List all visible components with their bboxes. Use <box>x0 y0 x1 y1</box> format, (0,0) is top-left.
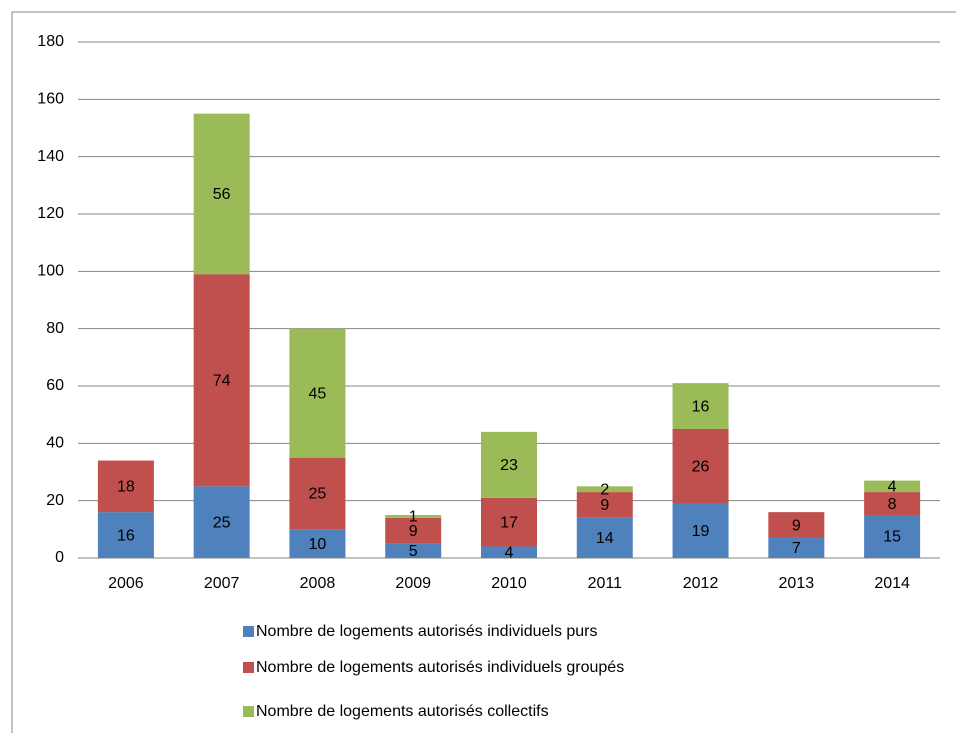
data-label: 5 <box>409 543 418 560</box>
bar-segment <box>385 543 442 558</box>
x-tick-label: 2007 <box>204 575 240 592</box>
bar-segment <box>481 431 537 498</box>
bar-segment <box>97 460 154 513</box>
bar-segment <box>576 486 633 493</box>
data-label: 8 <box>888 496 897 513</box>
x-tick-label: 2012 <box>683 575 719 592</box>
y-tick-label: 20 <box>46 492 64 509</box>
y-tick-label: 60 <box>46 377 64 394</box>
x-tick-label: 2011 <box>588 575 623 592</box>
bar-segment <box>672 503 729 558</box>
bar-segment <box>97 512 154 558</box>
bar-segment <box>193 274 250 487</box>
legend-swatch <box>243 706 254 717</box>
y-tick-label: 80 <box>46 320 64 337</box>
bar-segment <box>672 429 729 504</box>
y-tick-label: 140 <box>37 148 64 165</box>
y-tick-label: 40 <box>46 435 64 452</box>
y-tick-label: 160 <box>37 91 64 108</box>
bar-segment <box>576 492 633 518</box>
data-label: 17 <box>500 514 518 531</box>
legend-label: Nombre de logements autorisés individuel… <box>256 659 624 676</box>
legend-swatch <box>243 662 254 673</box>
data-label: 45 <box>309 385 327 402</box>
data-label: 18 <box>117 479 135 496</box>
bar-segment <box>864 492 921 515</box>
bar-segment <box>289 328 346 458</box>
bar-segment <box>193 113 250 275</box>
legend-label: Nombre de logements autorisés collectifs <box>256 703 549 720</box>
data-label: 16 <box>117 527 135 544</box>
bar-segment <box>768 512 825 538</box>
bar-segment <box>289 529 346 558</box>
data-label: 56 <box>213 186 231 203</box>
data-label: 23 <box>500 457 518 474</box>
data-label: 16 <box>692 398 710 415</box>
x-tick-label: 2014 <box>874 575 910 592</box>
data-label: 4 <box>888 479 897 496</box>
data-label: 14 <box>596 530 614 547</box>
y-tick-label: 0 <box>55 549 64 566</box>
bar-segment <box>864 480 921 493</box>
bar-segment <box>576 517 633 558</box>
chart-border <box>11 11 956 733</box>
data-label: 74 <box>213 372 231 389</box>
bar-segment <box>289 457 346 530</box>
bar-segment <box>481 546 537 558</box>
data-label: 9 <box>792 517 801 534</box>
bar-segment <box>768 537 825 558</box>
data-label: 4 <box>505 544 514 561</box>
legend-swatch <box>243 626 254 637</box>
data-label: 26 <box>692 458 710 475</box>
data-label: 15 <box>883 529 901 546</box>
y-tick-label: 120 <box>37 205 64 222</box>
x-tick-label: 2010 <box>491 575 527 592</box>
data-label: 7 <box>792 540 801 557</box>
data-label: 9 <box>409 523 418 540</box>
data-label: 25 <box>309 486 327 503</box>
x-tick-label: 2009 <box>395 575 431 592</box>
bar-segment <box>864 515 921 558</box>
y-tick-label: 100 <box>37 263 64 280</box>
x-tick-label: 2006 <box>108 575 144 592</box>
y-tick-label: 180 <box>37 33 64 50</box>
legend-label: Nombre de logements autorisés individuel… <box>256 623 598 640</box>
data-label: 2 <box>600 481 609 498</box>
data-label: 1 <box>409 509 418 526</box>
bar-segment <box>385 515 442 518</box>
data-label: 9 <box>600 497 609 514</box>
bar-segment <box>672 383 729 429</box>
data-label: 25 <box>213 514 231 531</box>
data-label: 19 <box>692 523 710 540</box>
x-tick-label: 2013 <box>779 575 815 592</box>
bar-segment <box>385 517 442 544</box>
bar-segment <box>193 486 250 558</box>
data-label: 10 <box>309 536 327 553</box>
bar-segment <box>481 497 537 547</box>
x-tick-label: 2008 <box>300 575 336 592</box>
